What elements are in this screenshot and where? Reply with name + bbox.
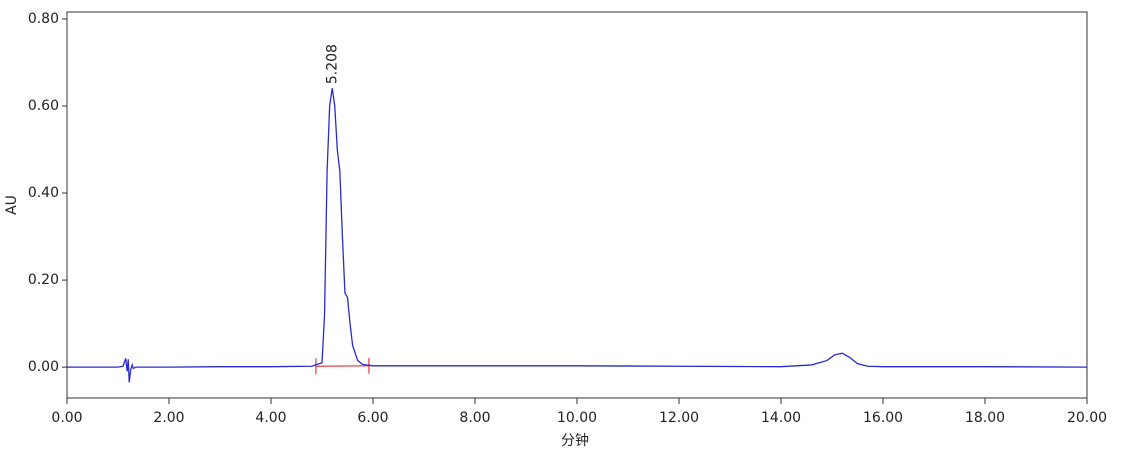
x-tick-label: 20.00 (1067, 410, 1107, 426)
x-tick-label: 6.00 (357, 410, 388, 426)
x-tick-label: 8.00 (459, 410, 490, 426)
y-tick-label: 0.40 (28, 185, 59, 201)
y-tick-label: 0.00 (28, 359, 59, 375)
x-tick-label: 4.00 (255, 410, 286, 426)
x-tick-label: 0.00 (51, 410, 82, 426)
y-tick-label: 0.60 (28, 98, 59, 114)
x-tick-label: 18.00 (965, 410, 1005, 426)
peak-label: 5.208 (325, 44, 341, 84)
x-tick-label: 16.00 (863, 410, 903, 426)
x-tick-label: 2.00 (153, 410, 184, 426)
plot-frame (66, 11, 1088, 399)
y-axis-title: AU (4, 195, 20, 215)
x-tick-label: 14.00 (761, 410, 801, 426)
x-tick-label: 10.00 (557, 410, 597, 426)
y-tick-label: 0.80 (28, 11, 59, 27)
trace-line (67, 88, 1088, 383)
y-tick-label: 0.20 (28, 272, 59, 288)
x-axis-title: 分钟 (561, 432, 589, 449)
x-tick-label: 12.00 (659, 410, 699, 426)
